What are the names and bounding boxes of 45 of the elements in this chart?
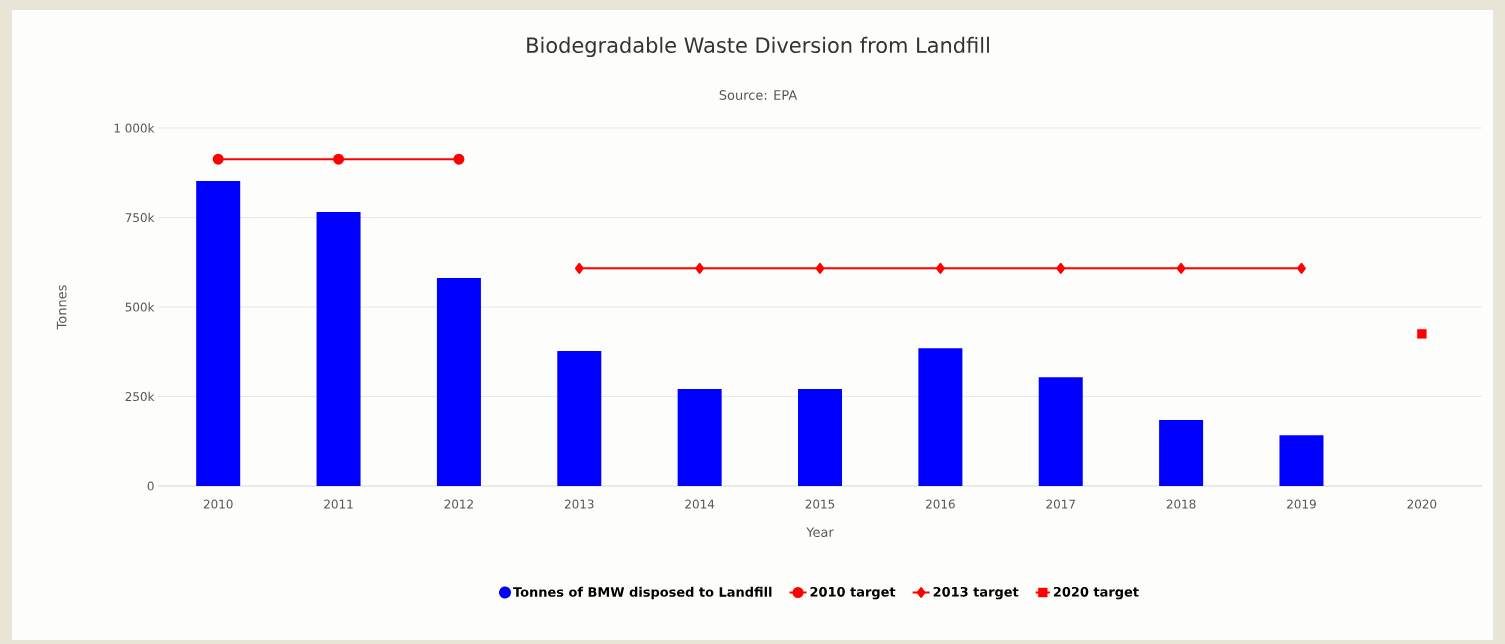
bar: [196, 180, 241, 486]
x-tick-label: 2020: [1407, 499, 1437, 509]
legend-label: 2013 target: [933, 586, 1019, 600]
point: [695, 262, 705, 274]
bar: [557, 351, 602, 486]
x-tick-label: 2016: [926, 499, 955, 509]
y-tick-label: 750k: [125, 212, 155, 223]
point: [815, 262, 825, 274]
bar: [436, 277, 481, 486]
x-tick-label: 2013: [564, 499, 594, 509]
y-tick-label: 500k: [125, 302, 155, 312]
legend-label: 2010 target: [810, 586, 896, 600]
point: [1417, 329, 1427, 339]
bar: [1038, 377, 1083, 486]
x-tick-label: 2019: [1287, 499, 1316, 509]
bar: [1279, 435, 1324, 486]
x-tick-label: 2014: [685, 499, 715, 509]
point: [212, 153, 224, 165]
legend-label: 2020 target: [1053, 586, 1139, 600]
point: [453, 153, 465, 165]
chart-title: Biodegradable Waste Diversion from Landfill: [527, 36, 989, 58]
point: [1176, 262, 1186, 274]
y-axis-title: Tonnes: [56, 285, 67, 330]
point: [333, 153, 345, 165]
bar: [316, 212, 361, 486]
x-tick-label: 2018: [1166, 499, 1196, 509]
point: [1297, 262, 1306, 274]
bar: [1159, 420, 1204, 486]
bar: [677, 388, 722, 486]
bar: [918, 348, 963, 486]
x-tick-label: 2017: [1046, 499, 1075, 509]
y-tick-label: 0: [147, 481, 154, 491]
chart-subtitle: Source: EPA: [719, 90, 798, 100]
x-tick-label: 2012: [444, 499, 473, 509]
y-tick-label: 1 000k: [114, 123, 155, 133]
x-tick-label: 2015: [805, 499, 835, 509]
bar: [798, 388, 843, 486]
x-tick-label: 2011: [324, 499, 353, 509]
y-tick-label: 250k: [125, 391, 155, 402]
x-tick-label: 2010: [203, 499, 233, 509]
point: [574, 262, 584, 274]
legend-label: Tonnes of BMW disposed to Landfill: [513, 586, 772, 600]
x-axis-title: Year: [806, 527, 834, 538]
point: [1056, 262, 1066, 274]
point: [936, 262, 945, 274]
